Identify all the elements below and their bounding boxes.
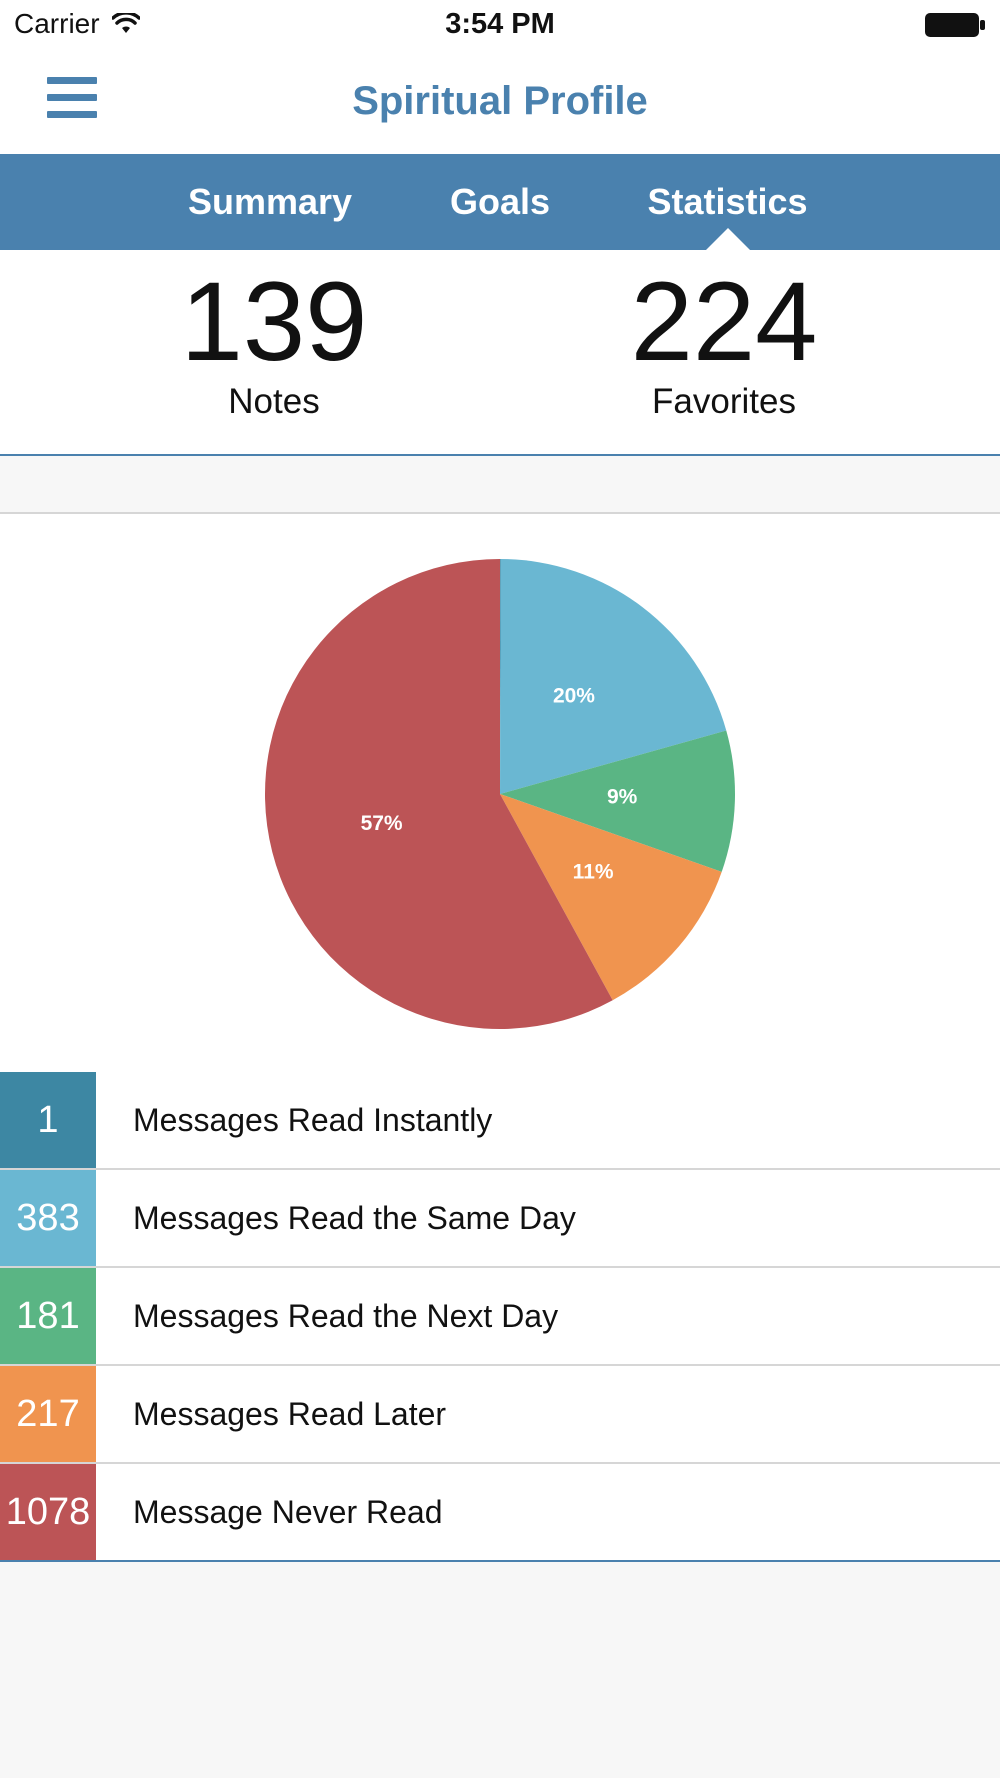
legend-row-instant[interactable]: 1 Messages Read Instantly bbox=[0, 1072, 1000, 1170]
pie-slice-label-3: 9% bbox=[607, 785, 638, 808]
legend-label: Messages Read Instantly bbox=[133, 1101, 493, 1138]
counts-panel: 139 Notes 224 Favorites bbox=[0, 250, 1000, 456]
tab-goals[interactable]: Goals bbox=[449, 181, 551, 222]
status-bar: Carrier 3:54 PM bbox=[0, 0, 1000, 52]
favorites-count-value: 224 bbox=[630, 259, 818, 384]
pie-slice-4[interactable] bbox=[500, 794, 722, 1001]
page-title: Spiritual Profile bbox=[352, 79, 648, 123]
legend-label: Messages Read the Same Day bbox=[133, 1199, 576, 1236]
tab-statistics[interactable]: Statistics bbox=[647, 181, 808, 222]
pie-slice-1[interactable] bbox=[500, 559, 501, 794]
legend-label: Messages Read Later bbox=[133, 1395, 447, 1432]
pie-slice-label-2: 20% bbox=[553, 684, 595, 707]
notes-count-value: 139 bbox=[180, 259, 368, 384]
pie-chart: 20% 9% 11% 57% bbox=[264, 559, 735, 1029]
carrier-info: Carrier bbox=[14, 8, 140, 40]
pie-slice-5[interactable] bbox=[264, 559, 613, 1029]
legend-row-later[interactable]: 217 Messages Read Later bbox=[0, 1366, 1000, 1464]
nav-header: Spiritual Profile bbox=[0, 52, 1000, 154]
favorites-count[interactable]: 224 Favorites bbox=[524, 264, 924, 422]
wifi-icon bbox=[111, 13, 140, 35]
legend-count: 383 bbox=[0, 1170, 96, 1266]
legend-row-same-day[interactable]: 383 Messages Read the Same Day bbox=[0, 1170, 1000, 1268]
legend-row-never[interactable]: 1078 Message Never Read bbox=[0, 1464, 1000, 1560]
notes-count[interactable]: 139 Notes bbox=[74, 264, 474, 422]
legend-row-next-day[interactable]: 181 Messages Read the Next Day bbox=[0, 1268, 1000, 1366]
chart-section: 20% 9% 11% 57% bbox=[0, 512, 1000, 1074]
pie-slice-label-5: 57% bbox=[361, 812, 403, 835]
pie-slice-2[interactable] bbox=[500, 559, 727, 794]
legend-count: 217 bbox=[0, 1366, 96, 1462]
pie-slice-label-4: 11% bbox=[573, 861, 614, 884]
hamburger-menu-icon[interactable] bbox=[47, 77, 97, 127]
legend-count: 1 bbox=[0, 1072, 96, 1168]
battery-icon bbox=[924, 11, 986, 39]
status-time: 3:54 PM bbox=[445, 8, 555, 40]
legend-count: 1078 bbox=[0, 1464, 96, 1560]
notes-count-label: Notes bbox=[228, 382, 320, 421]
active-tab-indicator bbox=[706, 228, 750, 250]
favorites-count-label: Favorites bbox=[652, 382, 796, 421]
pie-slice-3[interactable] bbox=[500, 730, 735, 872]
legend-label: Message Never Read bbox=[133, 1493, 443, 1530]
carrier-label: Carrier bbox=[14, 8, 100, 39]
legend-label: Messages Read the Next Day bbox=[133, 1297, 559, 1334]
legend-list: 1 Messages Read Instantly 383 Messages R… bbox=[0, 1072, 1000, 1562]
legend-count: 181 bbox=[0, 1268, 96, 1364]
tab-summary[interactable]: Summary bbox=[187, 181, 353, 222]
tab-bar: Summary Goals Statistics bbox=[0, 154, 1000, 250]
